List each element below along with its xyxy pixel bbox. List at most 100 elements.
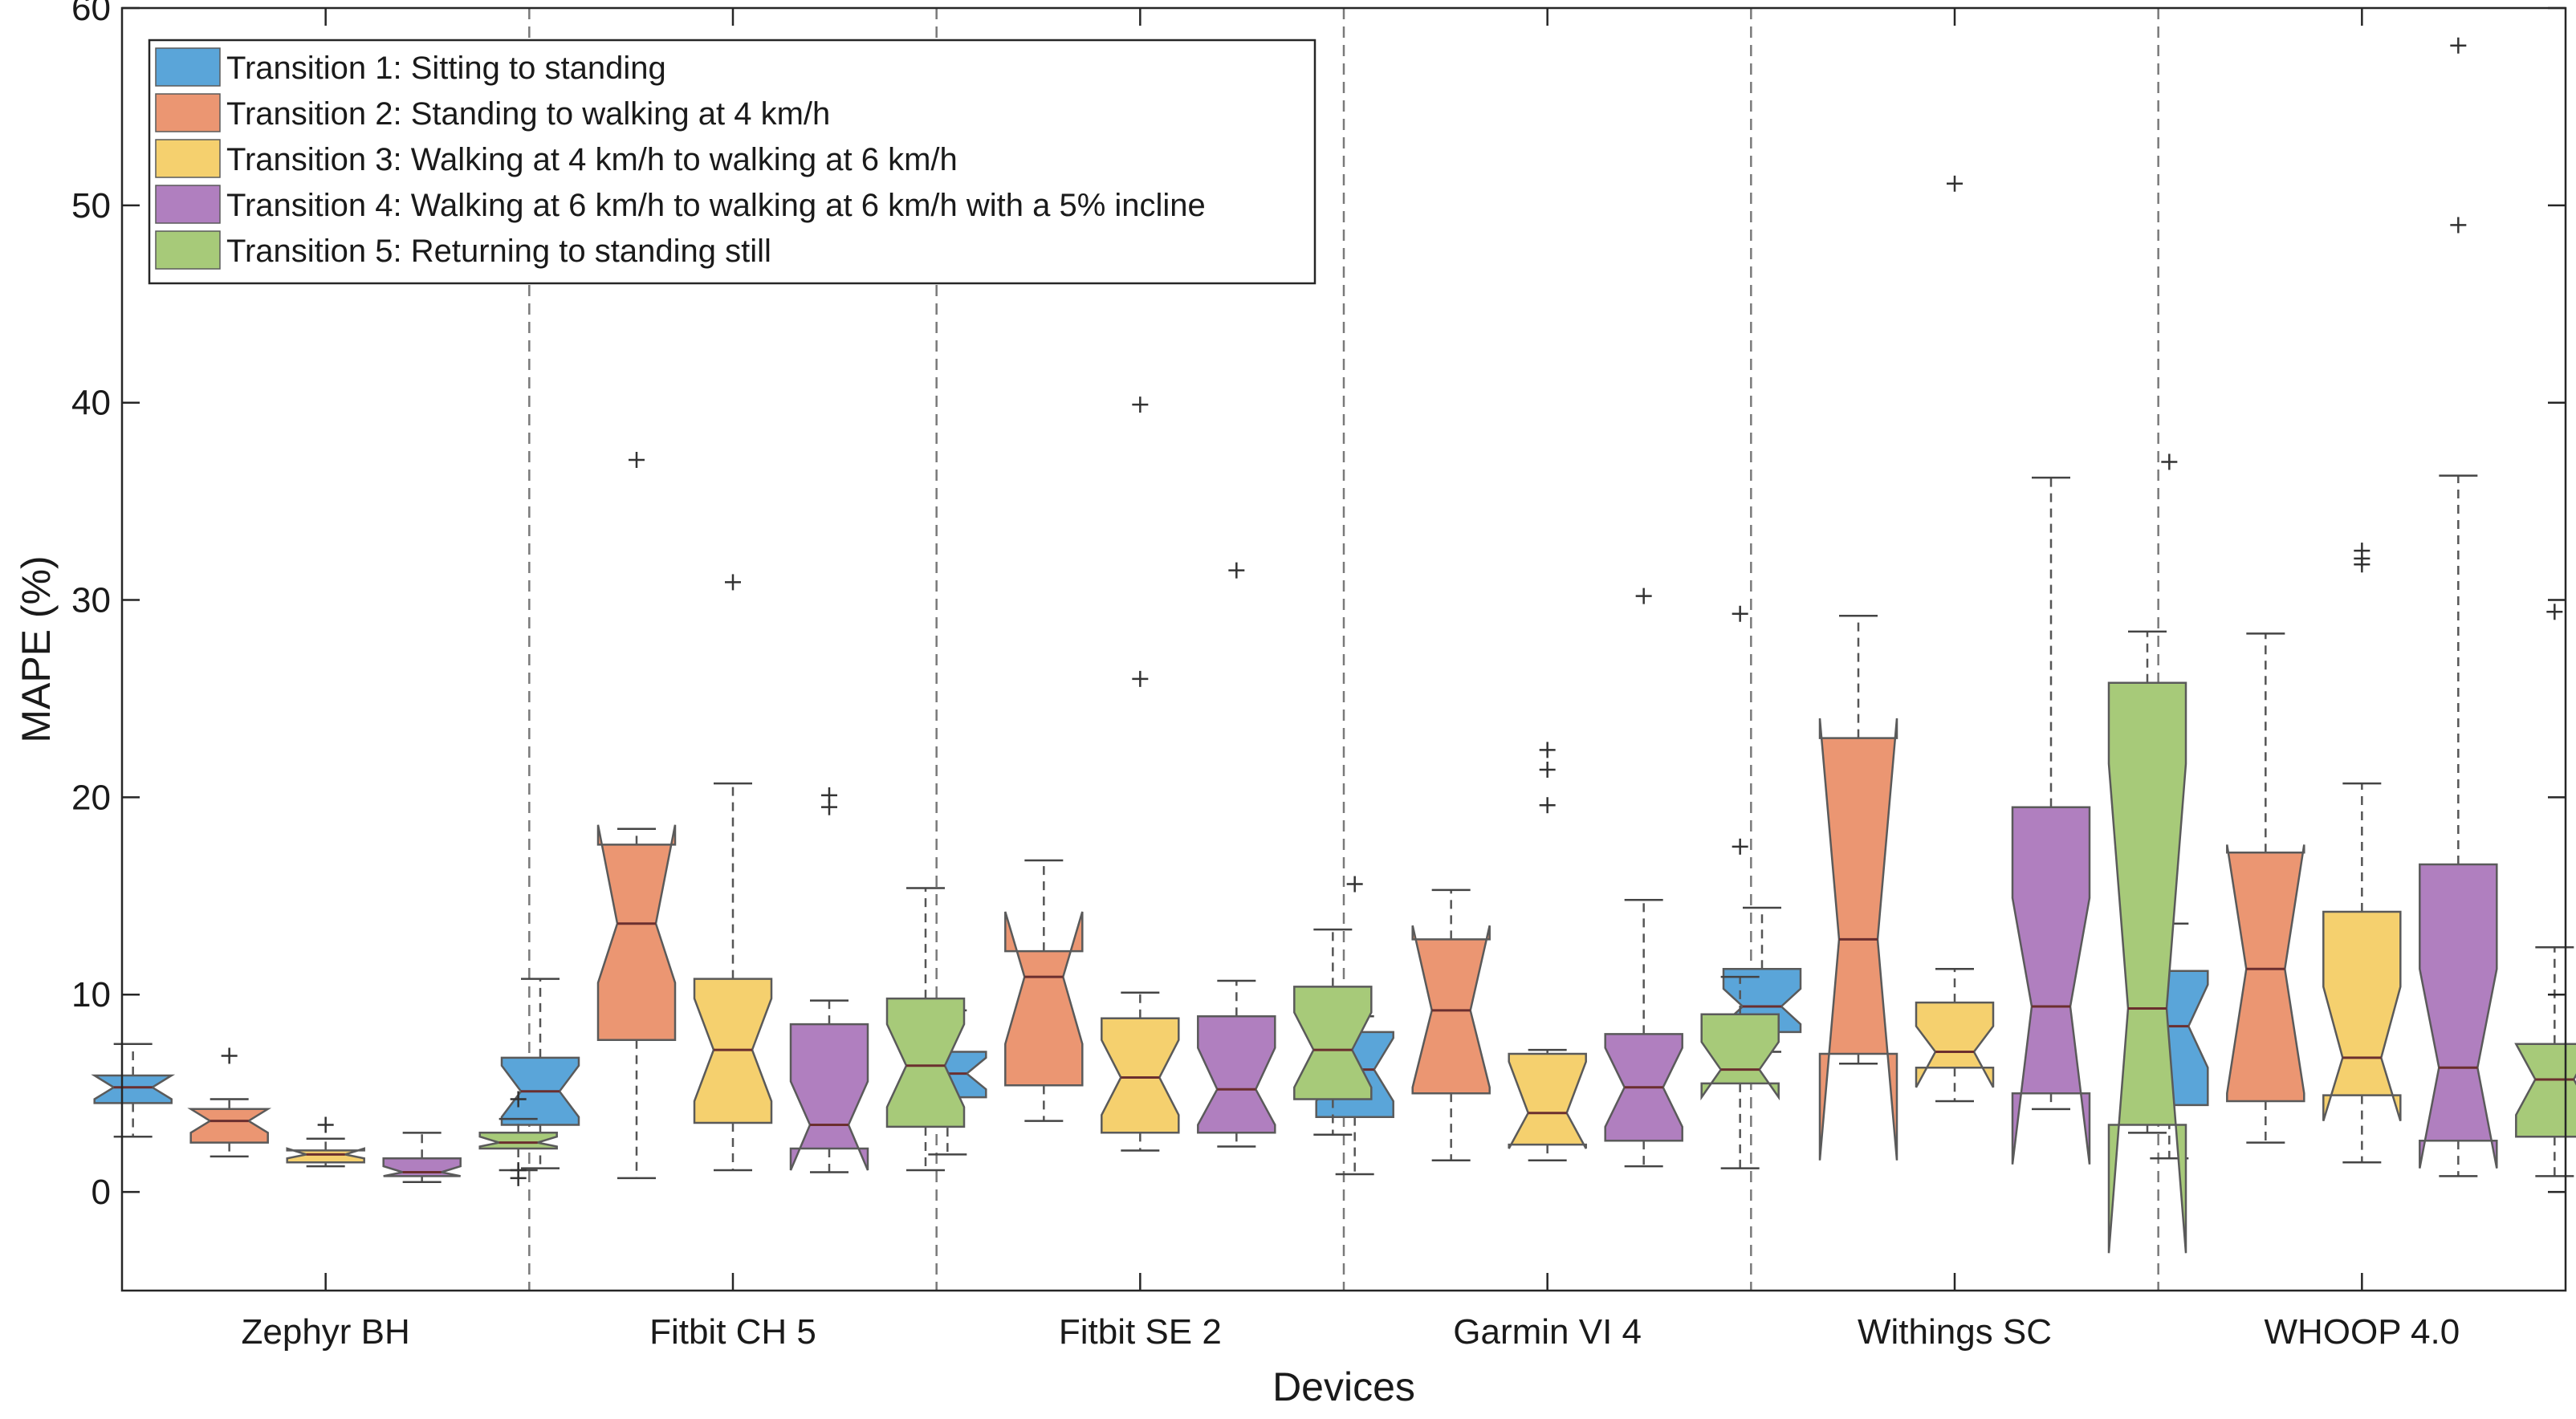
box-body — [2226, 844, 2305, 1103]
box-plot-transition-4-zephyr-bh — [382, 1132, 462, 1184]
box-plot-transition-4-withings-sc — [2011, 476, 2091, 1165]
y-tick-label: 0 — [92, 1173, 111, 1212]
outlier-marker — [2354, 543, 2370, 559]
box-plot-transition-2-garmin-vi-4 — [1411, 888, 1491, 1161]
outlier-marker — [725, 574, 741, 591]
box-plot-transition-3-whoop-4-0 — [2322, 543, 2402, 1164]
box-body — [789, 1023, 869, 1171]
box-body — [2322, 910, 2402, 1121]
box-plot-transition-5-withings-sc — [2107, 630, 2187, 1254]
legend-entry: Transition 1: Sitting to standing — [226, 51, 666, 86]
y-tick-label: 60 — [71, 0, 111, 28]
box-plot-transition-2-whoop-4-0 — [2226, 632, 2305, 1144]
y-tick-label: 40 — [71, 384, 111, 423]
y-tick-label: 20 — [71, 778, 111, 817]
x-tick-label: WHOOP 4.0 — [2264, 1312, 2460, 1352]
box-plot-transition-2-fitbit-se-2 — [1004, 859, 1084, 1122]
outlier-marker — [1539, 797, 1556, 814]
box-plot-transition-5-whoop-4-0 — [2514, 604, 2576, 1177]
box-body — [1508, 1052, 1587, 1149]
box-body — [2514, 1043, 2576, 1138]
x-tick-label: Garmin VI 4 — [1453, 1312, 1642, 1352]
outlier-marker — [1132, 670, 1149, 687]
y-tick-label: 30 — [71, 581, 111, 620]
legend-swatch — [155, 139, 221, 178]
outlier-marker — [1539, 761, 1556, 778]
outlier-marker — [510, 1091, 527, 1108]
outlier-marker — [2161, 453, 2178, 470]
legend-box — [148, 39, 1316, 285]
box-plot-transition-2-withings-sc — [1818, 614, 1898, 1161]
box-series — [91, 37, 2576, 1254]
outlier-marker — [1346, 876, 1363, 892]
box-plot-transition-4-garmin-vi-4 — [1604, 588, 1683, 1168]
outlier-marker — [1635, 588, 1652, 604]
plot-frame — [120, 6, 2567, 1292]
x-tick-label: Fitbit CH 5 — [649, 1312, 816, 1352]
outlier-marker — [1228, 562, 1245, 579]
box-body — [91, 1074, 176, 1104]
y-axis: 0 10 20 30 40 50 60 — [71, 0, 2566, 1212]
legend-entry: Transition 4: Walking at 6 km/h to walki… — [226, 188, 1206, 223]
outlier-marker — [2546, 604, 2563, 620]
outlier-marker — [317, 1116, 334, 1133]
box-body — [885, 997, 966, 1128]
box-plot-transition-2-zephyr-bh — [187, 1047, 272, 1158]
box-plot-transition-5-zephyr-bh — [478, 1091, 558, 1186]
box-plot-transition-4-fitbit-se-2 — [1197, 562, 1276, 1148]
x-tick-label: Zephyr BH — [242, 1312, 410, 1352]
legend-swatch — [155, 93, 221, 132]
box-body — [187, 1108, 272, 1144]
y-tick-label: 50 — [71, 186, 111, 226]
box-body — [1197, 1015, 1276, 1134]
legend-swatch — [155, 185, 221, 224]
outlier-marker — [1539, 742, 1556, 758]
box-plot-transition-3-fitbit-ch-5 — [693, 574, 773, 1172]
box-plot-transition-5-fitbit-se-2 — [1293, 928, 1373, 1136]
y-axis-title: MAPE (%) — [14, 555, 59, 742]
box-body — [1700, 1013, 1780, 1101]
box-body — [1004, 911, 1084, 1087]
box-body — [382, 1157, 462, 1177]
box-plot-transition-4-whoop-4-0 — [2419, 37, 2498, 1177]
box-plot-transition-5-fitbit-ch-5 — [885, 887, 966, 1172]
outlier-marker — [2450, 217, 2467, 234]
outlier-marker — [1732, 838, 1748, 855]
box-body — [1101, 1017, 1180, 1134]
box-plot-transition-3-fitbit-se-2 — [1101, 396, 1180, 1152]
box-body — [2419, 863, 2498, 1169]
box-plot-transition-4-fitbit-ch-5 — [789, 787, 869, 1173]
legend-entry: Transition 2: Standing to walking at 4 k… — [226, 96, 830, 132]
box-body — [1293, 986, 1373, 1100]
x-tick-label: Withings SC — [1858, 1312, 2052, 1352]
outlier-marker — [1132, 396, 1149, 413]
legend: Transition 1: Sitting to standing Transit… — [148, 39, 1316, 285]
box-plot-transition-3-withings-sc — [1915, 175, 1995, 1103]
box-plot-transition-5-garmin-vi-4 — [1700, 605, 1780, 1169]
x-axis: Zephyr BH Fitbit CH 5 Fitbit SE 2 Garmin VI… — [242, 8, 2460, 1352]
box-body — [596, 824, 677, 1042]
y-tick-label: 10 — [71, 975, 111, 1014]
box-plot-transition-2-fitbit-ch-5 — [596, 451, 677, 1180]
box-plot-transition-1-zephyr-bh — [91, 1043, 176, 1138]
outlier-marker — [2450, 37, 2467, 54]
outlier-marker — [1732, 605, 1748, 622]
outlier-marker — [221, 1047, 238, 1064]
outlier-marker — [510, 1162, 527, 1179]
box-body — [2107, 681, 2187, 1254]
x-axis-title: Devices — [1272, 1364, 1415, 1409]
legend-entry: Transition 5: Returning to standing stil… — [226, 234, 771, 269]
box-plot-transition-3-zephyr-bh — [286, 1116, 365, 1168]
box-body — [478, 1132, 558, 1150]
legend-swatch — [155, 47, 221, 87]
outlier-marker — [1947, 175, 1963, 192]
box-body — [1915, 1001, 1995, 1088]
legend-swatch — [155, 230, 221, 270]
outlier-marker — [629, 451, 645, 468]
legend-entry: Transition 3: Walking at 4 km/h to walki… — [226, 142, 958, 177]
box-body — [2011, 806, 2091, 1165]
box-plot-transition-3-garmin-vi-4 — [1508, 742, 1587, 1161]
outlier-marker — [821, 787, 837, 803]
x-tick-label: Fitbit SE 2 — [1059, 1312, 1222, 1352]
